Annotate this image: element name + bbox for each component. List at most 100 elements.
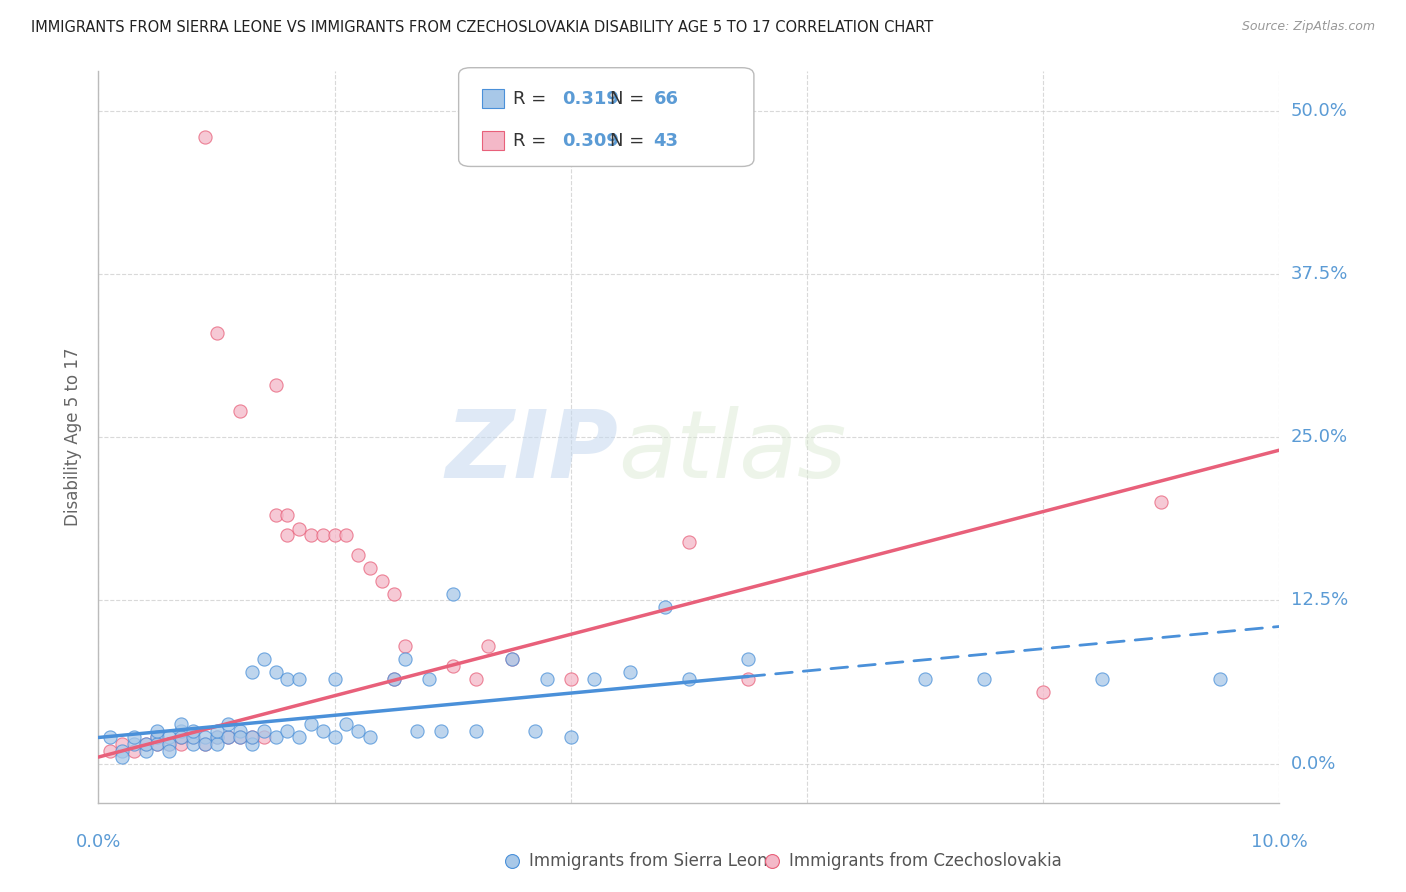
- Point: [288, 731, 311, 745]
- Point: [146, 731, 169, 745]
- Point: [382, 587, 405, 601]
- Point: [418, 672, 440, 686]
- Point: [98, 731, 121, 745]
- Point: [394, 652, 416, 666]
- Point: [240, 737, 263, 751]
- Point: [335, 528, 357, 542]
- Point: [181, 731, 204, 745]
- Point: [170, 731, 193, 745]
- Text: 0.309: 0.309: [562, 132, 620, 150]
- Point: [288, 672, 311, 686]
- Point: [229, 723, 252, 738]
- Point: [181, 731, 204, 745]
- Point: [323, 672, 346, 686]
- Point: [264, 665, 287, 680]
- Text: N =: N =: [610, 132, 650, 150]
- Point: [654, 599, 676, 614]
- Text: 66: 66: [654, 90, 679, 108]
- Point: [146, 723, 169, 738]
- FancyBboxPatch shape: [482, 131, 503, 150]
- Text: Immigrants from Czechoslovakia: Immigrants from Czechoslovakia: [789, 853, 1062, 871]
- FancyBboxPatch shape: [458, 68, 754, 167]
- Point: [135, 737, 157, 751]
- Text: Immigrants from Sierra Leone: Immigrants from Sierra Leone: [530, 853, 779, 871]
- Point: [205, 723, 228, 738]
- Point: [181, 737, 204, 751]
- Text: 50.0%: 50.0%: [1291, 102, 1347, 120]
- Point: [441, 587, 464, 601]
- Point: [240, 665, 263, 680]
- Point: [122, 731, 145, 745]
- Point: [560, 672, 582, 686]
- Point: [205, 731, 228, 745]
- Point: [194, 737, 217, 751]
- Point: [194, 737, 217, 751]
- Point: [217, 717, 239, 731]
- Point: [205, 326, 228, 340]
- Text: 25.0%: 25.0%: [1291, 428, 1348, 446]
- Point: [312, 528, 335, 542]
- Point: [111, 750, 134, 764]
- Point: [181, 723, 204, 738]
- Point: [299, 717, 322, 731]
- Point: [276, 528, 298, 542]
- Point: [1091, 672, 1114, 686]
- Point: [394, 639, 416, 653]
- Point: [217, 731, 239, 745]
- Point: [157, 731, 180, 745]
- Text: 43: 43: [654, 132, 679, 150]
- Point: [335, 717, 357, 731]
- Point: [157, 743, 180, 757]
- Point: [253, 731, 276, 745]
- Point: [1150, 495, 1173, 509]
- Point: [194, 731, 217, 745]
- Point: [678, 672, 700, 686]
- Point: [347, 548, 370, 562]
- Text: 37.5%: 37.5%: [1291, 265, 1348, 283]
- Point: [973, 672, 995, 686]
- Text: R =: R =: [513, 90, 553, 108]
- FancyBboxPatch shape: [482, 89, 503, 108]
- Point: [146, 737, 169, 751]
- Point: [1209, 672, 1232, 686]
- Point: [157, 737, 180, 751]
- Point: [253, 723, 276, 738]
- Text: 12.5%: 12.5%: [1291, 591, 1348, 609]
- Point: [430, 723, 453, 738]
- Point: [170, 717, 193, 731]
- Point: [465, 723, 488, 738]
- Point: [240, 731, 263, 745]
- Text: IMMIGRANTS FROM SIERRA LEONE VS IMMIGRANTS FROM CZECHOSLOVAKIA DISABILITY AGE 5 : IMMIGRANTS FROM SIERRA LEONE VS IMMIGRAN…: [31, 20, 934, 35]
- Point: [170, 723, 193, 738]
- Point: [264, 508, 287, 523]
- Point: [1032, 685, 1054, 699]
- Point: [477, 639, 499, 653]
- Point: [229, 731, 252, 745]
- Point: [406, 723, 429, 738]
- Text: 0.0%: 0.0%: [1291, 755, 1336, 772]
- Point: [229, 404, 252, 418]
- Point: [501, 652, 523, 666]
- Point: [441, 658, 464, 673]
- Point: [111, 743, 134, 757]
- Point: [323, 528, 346, 542]
- Text: ZIP: ZIP: [446, 406, 619, 498]
- Point: [157, 737, 180, 751]
- Point: [560, 731, 582, 745]
- Point: [312, 723, 335, 738]
- Point: [253, 652, 276, 666]
- Text: R =: R =: [513, 132, 553, 150]
- Point: [347, 723, 370, 738]
- Point: [678, 534, 700, 549]
- Point: [122, 737, 145, 751]
- Point: [264, 731, 287, 745]
- Text: 0.319: 0.319: [562, 90, 620, 108]
- Point: [276, 508, 298, 523]
- Point: [264, 377, 287, 392]
- Text: atlas: atlas: [619, 406, 846, 497]
- Point: [276, 723, 298, 738]
- Point: [371, 574, 394, 588]
- Point: [524, 723, 547, 738]
- Point: [170, 737, 193, 751]
- Point: [288, 521, 311, 535]
